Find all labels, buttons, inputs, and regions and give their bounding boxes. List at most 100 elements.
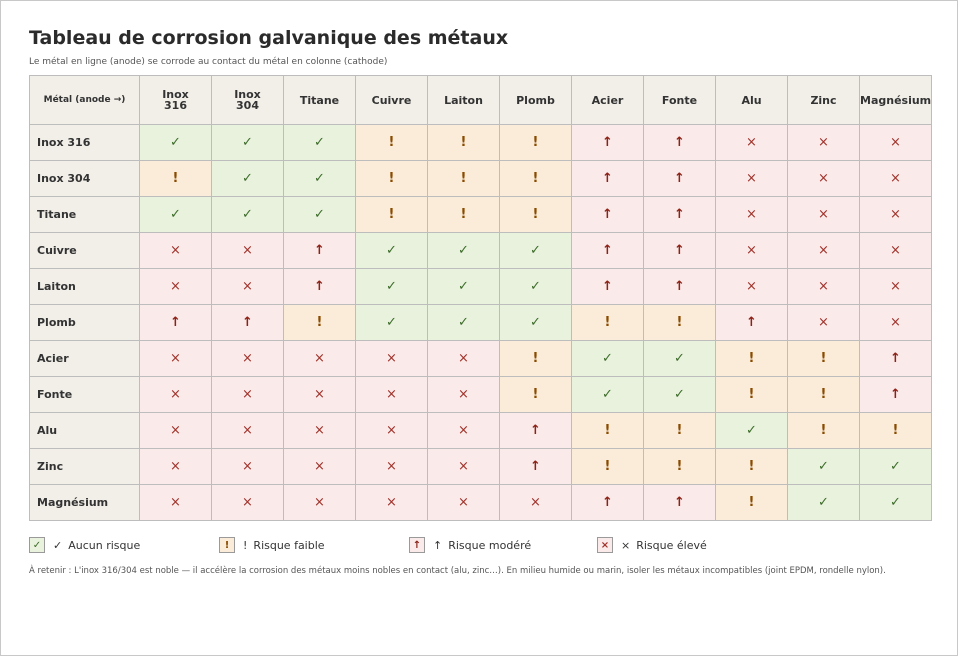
risk-cell-low: ! bbox=[355, 124, 428, 161]
risk-cell-low: ! bbox=[571, 448, 644, 485]
page-title: Tableau de corrosion galvanique des méta… bbox=[29, 27, 509, 49]
risk-cell-high: × bbox=[859, 160, 932, 197]
row-header: Zinc bbox=[29, 448, 140, 485]
column-header: Titane bbox=[283, 75, 356, 125]
column-header: Inox 316 bbox=[139, 75, 212, 125]
risk-cell-high: × bbox=[715, 124, 788, 161]
column-header-text: Fonte bbox=[661, 93, 698, 107]
risk-cell-high: × bbox=[427, 340, 500, 377]
risk-cell-ok: ✓ bbox=[283, 196, 356, 233]
table-row: Acier × × × × ×! ✓ ✓!! ↑ bbox=[29, 340, 932, 377]
column-header-text: Acier bbox=[591, 93, 624, 107]
risk-cell-low: ! bbox=[355, 160, 428, 197]
table-row: Zinc × × × × × ↑!!! ✓ ✓ bbox=[29, 448, 932, 485]
risk-cell-mod: ↑ bbox=[571, 196, 644, 233]
page-subtitle: Le métal en ligne (anode) se corrode au … bbox=[29, 57, 388, 67]
risk-cell-low: ! bbox=[715, 340, 788, 377]
legend: ✓ ✓ Aucun risque!! Risque faible ↑ ↑ Risque mo… bbox=[29, 537, 931, 555]
risk-cell-high: × bbox=[211, 484, 284, 521]
legend-symbol: ↑ bbox=[433, 538, 443, 552]
risk-cell-low: ! bbox=[643, 412, 716, 449]
column-header-text: 316 bbox=[164, 99, 187, 112]
table-row: Laiton × × ↑ ✓ ✓ ✓ ↑ ↑ × × × bbox=[29, 268, 932, 305]
risk-cell-high: × bbox=[139, 268, 212, 305]
risk-cell-low: ! bbox=[427, 160, 500, 197]
risk-cell-high: × bbox=[427, 412, 500, 449]
risk-cell-ok: ✓ bbox=[355, 268, 428, 305]
risk-cell-low: ! bbox=[499, 340, 572, 377]
risk-cell-high: × bbox=[139, 484, 212, 521]
column-header: Magnésium bbox=[859, 75, 932, 125]
row-header: Acier bbox=[29, 340, 140, 377]
row-header: Inox 316 bbox=[29, 124, 140, 161]
risk-cell-low: ! bbox=[787, 412, 860, 449]
row-header: Alu bbox=[29, 412, 140, 449]
risk-cell-low: ! bbox=[787, 376, 860, 413]
risk-cell-mod: ↑ bbox=[571, 484, 644, 521]
legend-symbol: × bbox=[621, 538, 631, 552]
table-row: Magnésium × × × × × × ↑ ↑! ✓ ✓ bbox=[29, 484, 932, 521]
risk-cell-low: ! bbox=[715, 448, 788, 485]
column-header-text: Magnésium bbox=[860, 93, 932, 107]
row-header: Cuivre bbox=[29, 232, 140, 269]
legend-label: Risque modéré bbox=[448, 538, 532, 552]
table-row: Cuivre × × ↑ ✓ ✓ ✓ ↑ ↑ × × × bbox=[29, 232, 932, 269]
risk-cell-high: × bbox=[211, 340, 284, 377]
risk-cell-high: × bbox=[211, 376, 284, 413]
risk-cell-mod: ↑ bbox=[571, 232, 644, 269]
risk-cell-high: × bbox=[283, 340, 356, 377]
column-header-text: Alu bbox=[741, 93, 762, 107]
risk-cell-low: ! bbox=[571, 412, 644, 449]
risk-cell-mod: ↑ bbox=[715, 304, 788, 341]
risk-cell-high: × bbox=[787, 232, 860, 269]
table-row: Fonte × × × × ×! ✓ ✓!! ↑ bbox=[29, 376, 932, 413]
legend-item-low: !! Risque faible bbox=[219, 537, 325, 553]
risk-cell-mod: ↑ bbox=[643, 484, 716, 521]
legend-label: Risque élevé bbox=[636, 538, 707, 552]
column-header: Cuivre bbox=[355, 75, 428, 125]
risk-cell-ok: ✓ bbox=[643, 340, 716, 377]
column-header: Alu bbox=[715, 75, 788, 125]
risk-cell-mod: ↑ bbox=[211, 304, 284, 341]
risk-cell-high: × bbox=[283, 484, 356, 521]
legend-swatch: ↑ bbox=[409, 537, 425, 553]
risk-cell-ok: ✓ bbox=[499, 232, 572, 269]
risk-cell-low: ! bbox=[715, 376, 788, 413]
column-header-text: Cuivre bbox=[371, 93, 412, 107]
risk-cell-ok: ✓ bbox=[499, 268, 572, 305]
column-header-text: Inox bbox=[234, 88, 261, 101]
risk-cell-mod: ↑ bbox=[499, 448, 572, 485]
table-row: Inox 316 ✓ ✓ ✓!!! ↑ ↑ × × × bbox=[29, 124, 932, 161]
risk-cell-ok: ✓ bbox=[139, 196, 212, 233]
table-row: Plomb ↑ ↑! ✓ ✓ ✓!! ↑ × × bbox=[29, 304, 932, 341]
risk-cell-high: × bbox=[355, 340, 428, 377]
column-header-text: Inox bbox=[162, 88, 189, 101]
risk-cell-ok: ✓ bbox=[499, 304, 572, 341]
risk-cell-high: × bbox=[715, 160, 788, 197]
legend-label: Risque faible bbox=[253, 538, 325, 552]
column-header: Acier bbox=[571, 75, 644, 125]
risk-cell-high: × bbox=[787, 304, 860, 341]
column-header: Plomb bbox=[499, 75, 572, 125]
table-row: Titane ✓ ✓ ✓!!! ↑ ↑ × × × bbox=[29, 196, 932, 233]
risk-cell-low: ! bbox=[139, 160, 212, 197]
risk-cell-mod: ↑ bbox=[571, 160, 644, 197]
risk-cell-low: ! bbox=[499, 124, 572, 161]
risk-cell-low: ! bbox=[499, 160, 572, 197]
risk-cell-mod: ↑ bbox=[571, 268, 644, 305]
row-header: Magnésium bbox=[29, 484, 140, 521]
risk-cell-ok: ✓ bbox=[283, 124, 356, 161]
risk-cell-low: ! bbox=[427, 124, 500, 161]
legend-label: Aucun risque bbox=[68, 538, 141, 552]
risk-cell-high: × bbox=[283, 376, 356, 413]
risk-cell-high: × bbox=[139, 448, 212, 485]
risk-cell-ok: ✓ bbox=[787, 484, 860, 521]
risk-cell-ok: ✓ bbox=[427, 268, 500, 305]
risk-cell-high: × bbox=[139, 232, 212, 269]
risk-cell-ok: ✓ bbox=[211, 196, 284, 233]
risk-cell-ok: ✓ bbox=[211, 124, 284, 161]
column-header: Zinc bbox=[787, 75, 860, 125]
risk-cell-ok: ✓ bbox=[355, 304, 428, 341]
column-header-text: Plomb bbox=[516, 93, 555, 107]
